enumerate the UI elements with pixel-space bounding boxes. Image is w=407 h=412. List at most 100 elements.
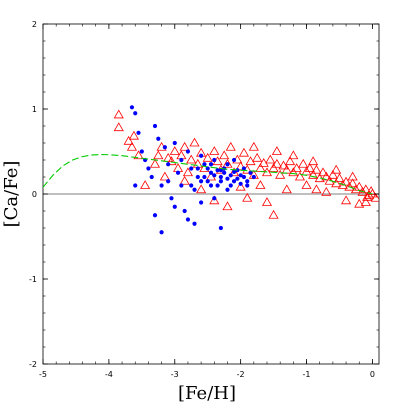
triangle-point bbox=[340, 195, 352, 205]
triangle-point bbox=[189, 137, 200, 147]
triangle-point bbox=[311, 164, 322, 174]
circle-point bbox=[228, 173, 233, 178]
circle-point bbox=[225, 187, 230, 192]
circle-point bbox=[152, 213, 158, 218]
triangle-point bbox=[219, 150, 230, 160]
triangle-point bbox=[301, 180, 312, 189]
triangle-point bbox=[123, 135, 134, 145]
x-tick-label: -3 bbox=[171, 370, 179, 379]
triangle-point bbox=[242, 192, 253, 202]
x-tick-label: -5 bbox=[39, 370, 47, 379]
circle-point bbox=[208, 183, 214, 188]
triangle-point bbox=[196, 184, 207, 194]
circle-point bbox=[146, 166, 151, 171]
y-axis-title: [Ca/Fe] bbox=[1, 161, 22, 228]
model-curve bbox=[43, 153, 373, 195]
triangle-point bbox=[271, 146, 282, 155]
circle-point bbox=[251, 174, 256, 180]
circle-point bbox=[205, 166, 210, 171]
circle-point bbox=[231, 179, 237, 184]
circle-point bbox=[156, 136, 161, 141]
circle-point bbox=[182, 208, 187, 214]
triangle-point bbox=[255, 180, 266, 189]
triangle-point bbox=[209, 146, 220, 155]
triangle-point bbox=[225, 141, 236, 151]
circle-point bbox=[212, 157, 217, 163]
triangle-point bbox=[288, 150, 299, 160]
circle-point bbox=[149, 174, 154, 180]
circle-point bbox=[212, 196, 217, 201]
circle-point bbox=[139, 149, 144, 154]
circle-point bbox=[241, 174, 247, 180]
y-tick-label: -2 bbox=[29, 360, 37, 369]
y-tick-label: 1 bbox=[32, 105, 37, 114]
triangle-point bbox=[252, 152, 263, 162]
circle-point bbox=[199, 200, 204, 205]
circle-point bbox=[189, 166, 194, 171]
circle-point bbox=[205, 179, 210, 184]
triangle-point bbox=[133, 150, 144, 160]
triangle-point bbox=[275, 169, 286, 179]
triangle-point bbox=[268, 209, 279, 219]
circle-point bbox=[133, 183, 138, 188]
y-tick-label: 2 bbox=[32, 20, 37, 29]
triangle-point bbox=[370, 192, 379, 202]
x-tick-label: -2 bbox=[237, 370, 245, 379]
triangle-point bbox=[331, 164, 342, 174]
circle-point bbox=[185, 217, 191, 222]
triangle-point bbox=[113, 109, 124, 119]
triangle-point bbox=[308, 156, 319, 166]
triangle-point bbox=[366, 186, 377, 195]
triangle-point bbox=[140, 180, 151, 189]
triangle-point bbox=[340, 176, 352, 186]
triangle-point bbox=[248, 141, 259, 151]
triangle-point bbox=[354, 198, 365, 208]
triangle-point bbox=[291, 163, 302, 172]
circle-point bbox=[199, 179, 204, 184]
circle-point bbox=[208, 170, 214, 175]
triangle-point bbox=[222, 158, 233, 168]
triangle-point bbox=[179, 175, 190, 185]
circle-point bbox=[215, 168, 220, 173]
circle-point bbox=[172, 140, 177, 146]
circle-point bbox=[238, 173, 243, 178]
circle-point bbox=[195, 174, 200, 180]
triangle-point bbox=[360, 197, 371, 206]
circle-point bbox=[215, 183, 220, 188]
triangle-point bbox=[321, 186, 332, 196]
triangle-point bbox=[128, 130, 139, 140]
circle-point bbox=[218, 174, 223, 180]
circle-point bbox=[248, 170, 253, 175]
x-tick-label: -4 bbox=[105, 370, 113, 379]
circle-point bbox=[212, 173, 217, 178]
circle-point bbox=[169, 196, 174, 201]
triangle-point bbox=[334, 173, 345, 183]
circle-point bbox=[166, 162, 171, 167]
circle-point bbox=[231, 157, 237, 163]
circle-point bbox=[179, 157, 184, 163]
circle-point bbox=[192, 187, 197, 192]
triangle-point bbox=[288, 167, 299, 177]
triangle-point bbox=[278, 160, 289, 170]
triangle-point bbox=[186, 154, 197, 164]
circle-point bbox=[136, 130, 141, 135]
triangle-point bbox=[364, 190, 375, 200]
triangle-point bbox=[222, 201, 233, 211]
triangle-point bbox=[159, 171, 170, 181]
triangle-point bbox=[153, 150, 164, 160]
triangle-point bbox=[347, 178, 358, 188]
triangle-point bbox=[179, 141, 190, 151]
triangle-point bbox=[163, 152, 174, 162]
triangle-point bbox=[298, 158, 309, 168]
circle-point bbox=[172, 204, 177, 209]
circle-point bbox=[231, 169, 237, 174]
circle-point bbox=[192, 221, 197, 226]
triangle-point bbox=[311, 184, 322, 194]
circle-point bbox=[245, 183, 250, 188]
triangle-point bbox=[149, 158, 161, 168]
circle-point bbox=[202, 174, 207, 180]
circle-point bbox=[185, 149, 191, 154]
y-tick-label: 0 bbox=[32, 190, 37, 199]
